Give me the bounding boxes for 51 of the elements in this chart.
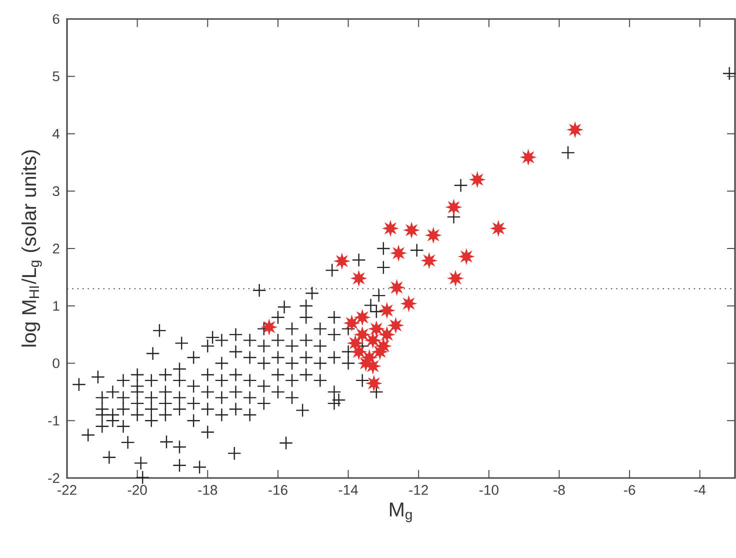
y-tick-label: 4 [52, 128, 60, 139]
point [366, 359, 380, 374]
x-tick-label: -6 [624, 485, 636, 495]
y-tick-label: 3 [52, 186, 60, 196]
x-tick-label: -4 [694, 485, 706, 495]
point [380, 303, 394, 318]
point [348, 336, 362, 350]
point [366, 376, 381, 390]
y-tick-label: 0 [52, 358, 60, 368]
point [491, 221, 506, 236]
point [376, 339, 390, 354]
point [404, 223, 419, 238]
point [422, 254, 436, 268]
point [388, 318, 403, 332]
point [369, 322, 384, 336]
point [344, 316, 359, 330]
x-tick-label: -12 [409, 485, 428, 495]
x-axis-title: M$_{g}$ [390, 502, 412, 522]
point [392, 246, 406, 260]
x-tick-label: -18 [198, 485, 218, 495]
point [334, 254, 349, 268]
point [402, 296, 416, 311]
point [459, 250, 474, 264]
point [383, 221, 398, 236]
y-tick-label: 6 [52, 14, 60, 24]
x-tick-label: -10 [479, 485, 498, 495]
x-tick-label: -14 [338, 485, 358, 495]
point [446, 200, 461, 214]
y-tick-label: 2 [52, 244, 60, 254]
point [366, 333, 380, 348]
y-tick-label: -1 [48, 416, 60, 426]
x-tick-label: -16 [268, 485, 288, 495]
x-tick-label: -22 [58, 485, 76, 495]
y-tick-label: -2 [48, 473, 60, 483]
point [355, 328, 370, 342]
point [352, 271, 366, 286]
point [521, 150, 536, 164]
x-tick-label: -20 [128, 485, 147, 495]
point [380, 328, 394, 342]
point [390, 280, 404, 294]
y-tick-label: 1 [53, 301, 60, 311]
y-tick-label: 5 [52, 72, 60, 82]
y-axis-title: log M$_{HI}$/L$_{g}$ (solar units) [22, 150, 42, 346]
point [568, 122, 582, 137]
point [448, 271, 462, 286]
point [352, 344, 366, 359]
point [470, 172, 484, 187]
point [262, 320, 276, 334]
point [355, 310, 370, 324]
x-tick-label: -8 [554, 485, 565, 495]
point [426, 228, 440, 242]
